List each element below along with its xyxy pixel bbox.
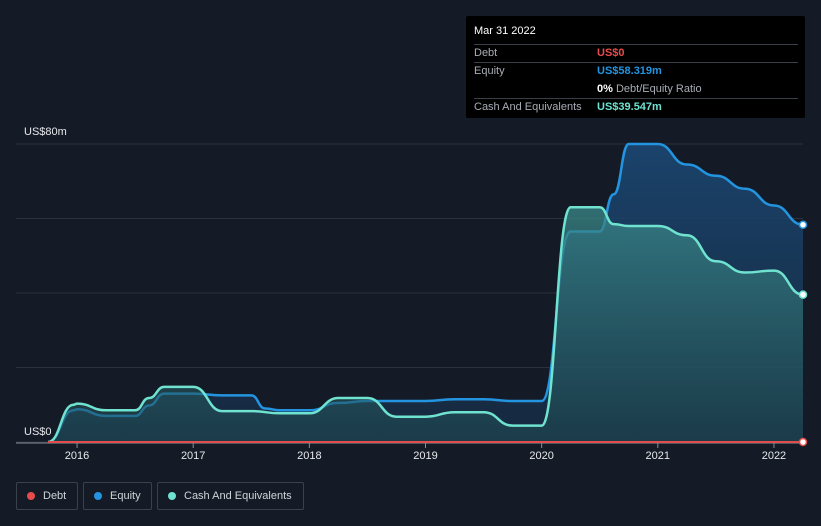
legend-item-cash[interactable]: Cash And Equivalents: [157, 482, 304, 510]
tooltip-row-debt: Debt US$0: [474, 44, 798, 62]
legend-debt-label: Debt: [43, 490, 67, 502]
tooltip-equity-label: Equity: [474, 65, 505, 77]
tooltip-row-equity: Equity US$58.319m: [474, 62, 798, 80]
equity-end-marker: [798, 220, 808, 230]
x-tick-label: 2021: [645, 450, 671, 462]
cash-end-marker: [798, 290, 808, 299]
x-tick-label: 2017: [180, 450, 206, 462]
x-tick-label: 2022: [761, 450, 787, 462]
x-tick-label: 2020: [529, 450, 554, 462]
tooltip-debt-label: Debt: [474, 47, 498, 59]
tooltip-panel: Mar 31 2022 Debt US$0 Equity US$58.319m …: [466, 16, 805, 118]
legend-equity-label: Equity: [110, 490, 141, 502]
y-axis-top-label: US$80m: [24, 126, 67, 138]
x-tick-label: 2019: [413, 450, 438, 462]
tooltip-row-cash: Cash And Equivalents US$39.547m: [474, 98, 798, 116]
x-tick-label: 2016: [64, 450, 90, 462]
x-tick-label: 2018: [297, 450, 322, 462]
debt-dot-icon: [27, 492, 35, 500]
y-axis-bottom-label: US$0: [24, 426, 52, 438]
equity-dot-icon: [94, 492, 102, 500]
tooltip-equity-value: US$58.319m: [597, 65, 662, 77]
cash-dot-icon: [168, 492, 176, 500]
tooltip-cash-label: Cash And Equivalents: [474, 101, 582, 113]
legend-cash-label: Cash And Equivalents: [184, 490, 292, 502]
tooltip-ratio-label: Debt/Equity Ratio: [615, 83, 702, 95]
cash-line: [47, 206, 804, 444]
tooltip-debt-value: US$0: [597, 47, 625, 59]
tooltip-ratio-value: 0%: [597, 83, 613, 95]
tooltip-cash-value: US$39.547m: [597, 101, 662, 113]
legend-item-equity[interactable]: Equity: [83, 482, 152, 510]
debt-end-marker: [798, 437, 808, 447]
tooltip-row-ratio: 0% Debt/Equity Ratio: [474, 80, 798, 98]
cash-area: [48, 207, 803, 442]
tooltip-date: Mar 31 2022: [474, 25, 536, 37]
legend-item-debt[interactable]: Debt: [16, 482, 78, 510]
